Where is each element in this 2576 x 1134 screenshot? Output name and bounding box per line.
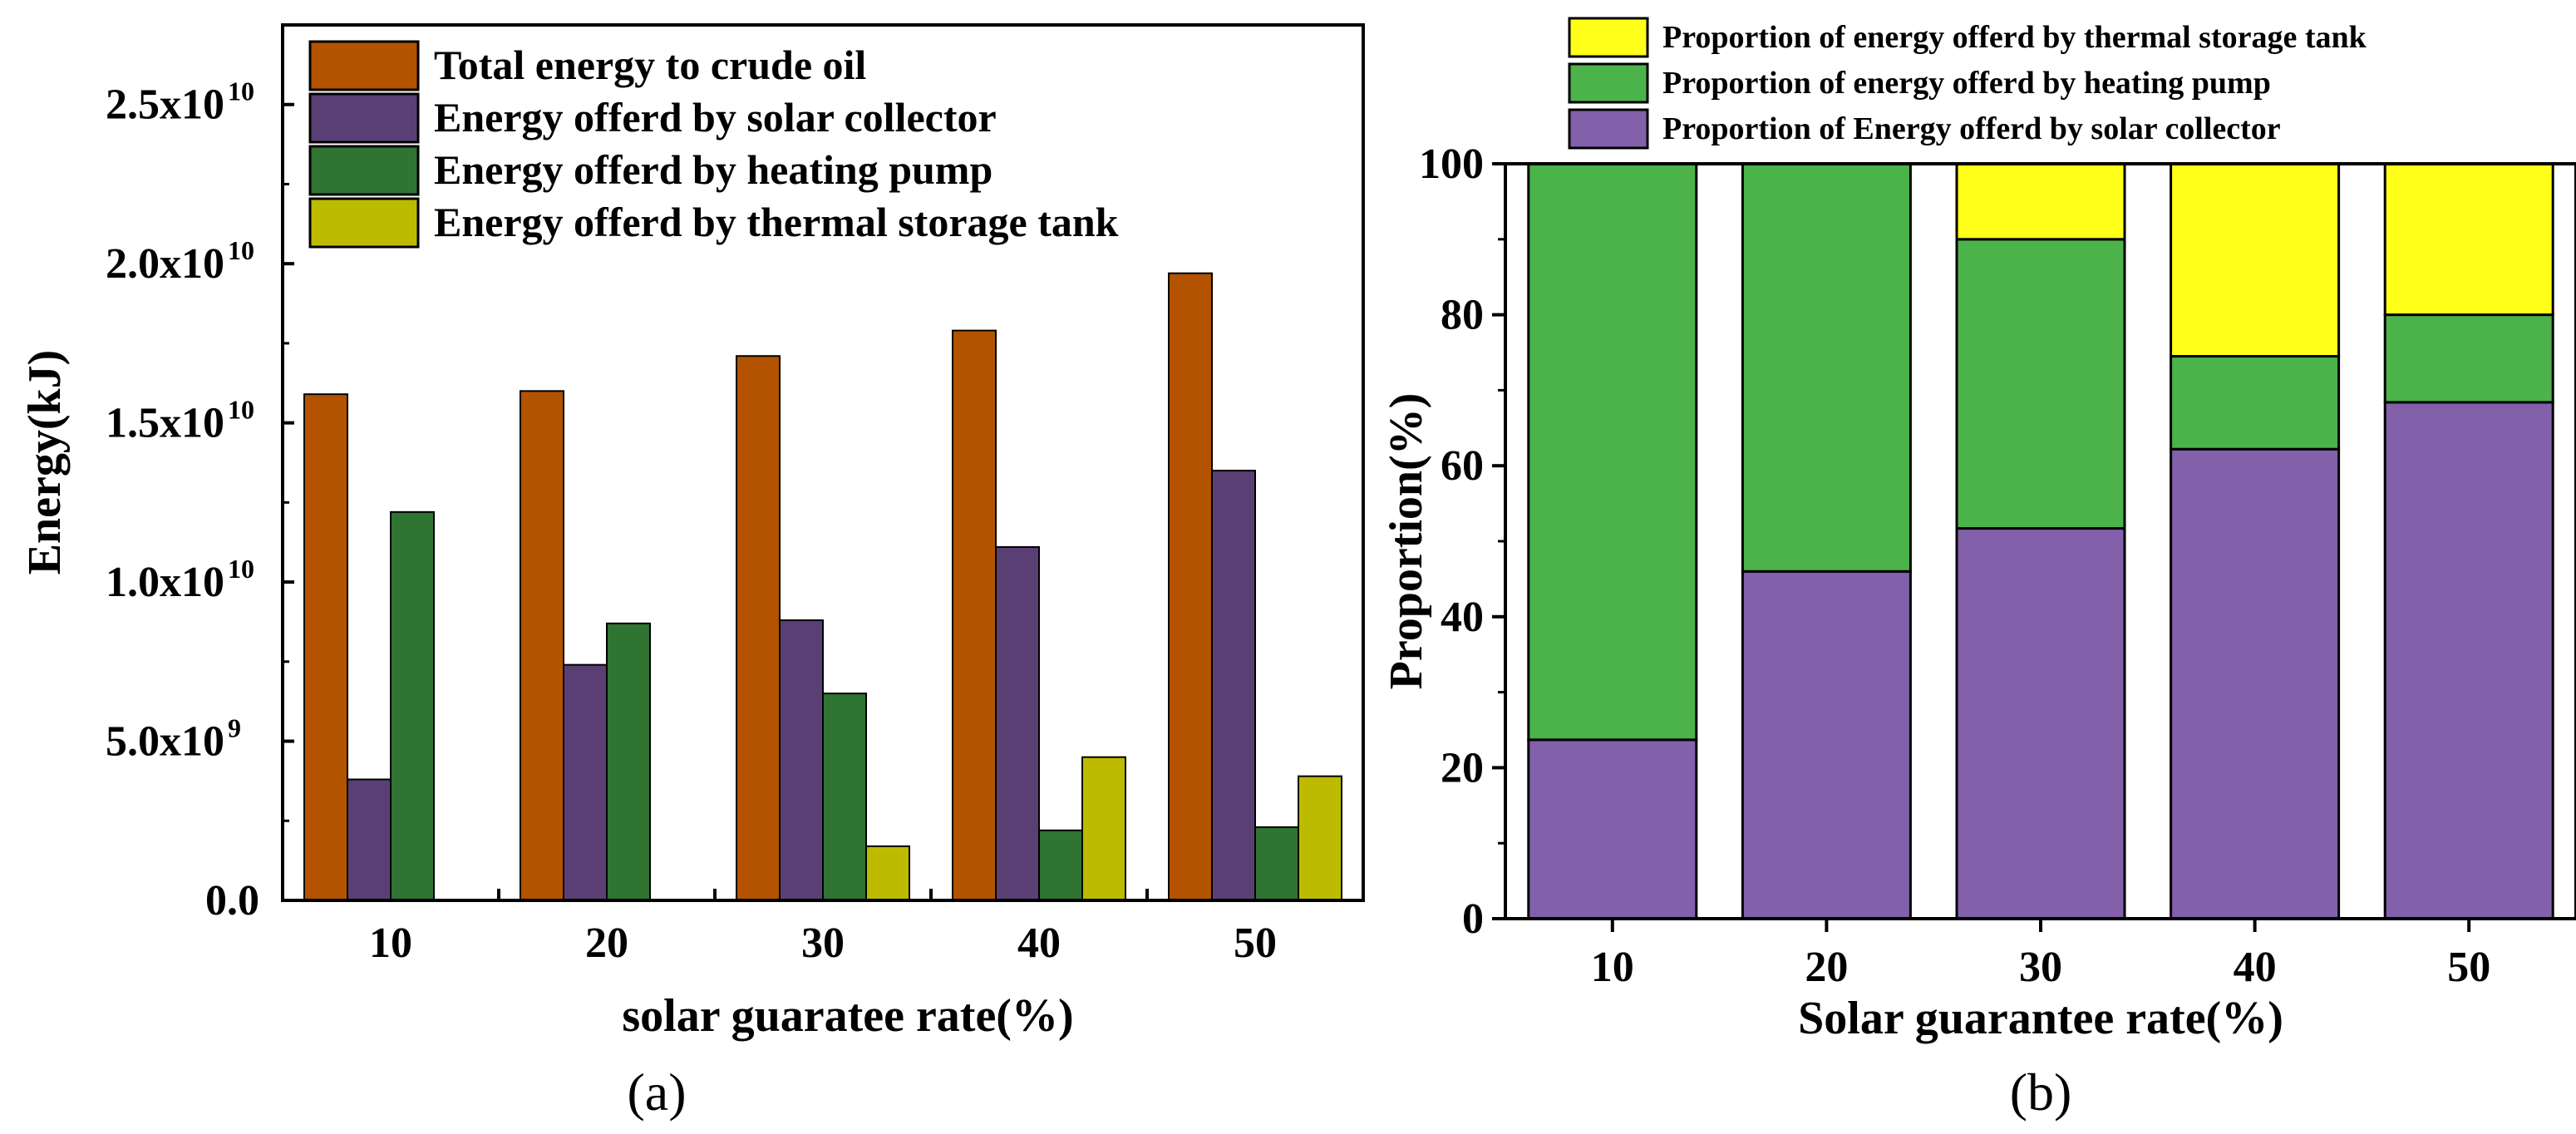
y-tick-label: 2.0x10 xyxy=(106,240,224,288)
y-tick-label-80: 80 xyxy=(1441,292,1484,339)
x-tick-label-20: 20 xyxy=(585,920,628,967)
bar-energy-offerd-by-heating-pump-10 xyxy=(390,510,435,901)
bar-energy-offerd-by-solar-collector-40 xyxy=(995,545,1040,901)
legend-label-energy-offerd-by-heating-pump: Energy offerd by heating pump xyxy=(434,146,992,193)
panel-b-y-axis-title: Proportion(%) xyxy=(1381,393,1432,690)
panel-a-bars xyxy=(303,272,1342,902)
bar-total-energy-to-crude-oil-30 xyxy=(736,355,781,901)
panel-b-x-ticks: 10 20 30 40 50 xyxy=(1591,919,2490,991)
bar-total-energy-to-crude-oil-20 xyxy=(520,390,564,901)
y-tick-label-60: 60 xyxy=(1441,442,1484,490)
y-tick-label-100: 100 xyxy=(1419,141,1484,188)
bar-energy-offerd-by-solar-collector-10 xyxy=(347,778,392,902)
x-tick-label-10: 10 xyxy=(369,920,412,967)
panel-b-proportion-chart: 0 20 40 60 80 100 10 20 30 40 50 Solar guarantee … xyxy=(1381,17,2576,1122)
stacked-bar-proportion-of-energy-offerd-by-heating-pump-50 xyxy=(2383,313,2554,404)
y-tick-label: 5.0x10 xyxy=(106,718,224,766)
legend-swatch-proportion-of-energy-offerd-by-thermal-storage-tank xyxy=(1568,17,1649,58)
legend-label-total-energy-to-crude-oil: Total energy to crude oil xyxy=(434,42,866,88)
x-tick-label-40: 40 xyxy=(1017,920,1061,967)
stacked-bar-proportion-of-energy-offerd-by-solar-collector-20 xyxy=(1741,569,1912,920)
y-tick-label: 0.0 xyxy=(205,877,259,924)
legend-label-proportion-of-energy-offerd-by-solar-collector: Proportion of Energy offerd by solar col… xyxy=(1662,111,2281,146)
bar-total-energy-to-crude-oil-50 xyxy=(1168,272,1213,902)
y-tick-label-0: 0 xyxy=(1462,895,1484,943)
stacked-bar-proportion-of-energy-offerd-by-heating-pump-10 xyxy=(1527,162,1698,742)
stacked-bar-proportion-of-energy-offerd-by-heating-pump-20 xyxy=(1741,162,1912,573)
panel-b-label: (b) xyxy=(2010,1063,2072,1122)
bar-energy-offerd-by-thermal-storage-tank-40 xyxy=(1081,756,1126,902)
y-tick-label: 1.0x10 xyxy=(106,559,224,606)
legend-label-proportion-of-energy-offerd-by-heating-pump: Proportion of energy offerd by heating p… xyxy=(1662,66,2271,101)
bar-energy-offerd-by-thermal-storage-tank-30 xyxy=(865,845,910,901)
stacked-bar-proportion-of-energy-offerd-by-thermal-storage-tank-30 xyxy=(1955,162,2126,241)
legend-swatch-total-energy-to-crude-oil xyxy=(308,40,420,91)
bar-energy-offerd-by-heating-pump-20 xyxy=(606,622,651,901)
legend-label-energy-offerd-by-thermal-storage-tank: Energy offerd by thermal storage tank xyxy=(434,199,1119,245)
panel-b-x-axis-title: Solar guarantee rate(%) xyxy=(1798,993,2283,1044)
x-tick-label-30: 30 xyxy=(2019,944,2062,991)
stacked-bar-proportion-of-energy-offerd-by-thermal-storage-tank-40 xyxy=(2170,162,2341,358)
bar-energy-offerd-by-thermal-storage-tank-50 xyxy=(1298,775,1342,902)
panel-b-y-ticks: 0 20 40 60 80 100 xyxy=(1419,141,1505,943)
y-tick-label: 1.5x10 xyxy=(106,400,224,447)
y-tick-exponent: 10 xyxy=(228,76,254,106)
panel-a-label: (a) xyxy=(627,1063,686,1122)
x-tick-label-50: 50 xyxy=(2447,944,2490,991)
panel-a-y-axis-title: Energy(kJ) xyxy=(19,350,71,575)
x-tick-label-10: 10 xyxy=(1591,944,1634,991)
y-tick-exponent: 10 xyxy=(228,235,254,265)
panel-a-legend: Total energy to crude oil Energy offerd b… xyxy=(308,40,1119,249)
stacked-bar-proportion-of-energy-offerd-by-heating-pump-40 xyxy=(2170,355,2341,451)
bar-energy-offerd-by-heating-pump-30 xyxy=(822,693,867,901)
legend-swatch-energy-offerd-by-heating-pump xyxy=(308,145,420,196)
panel-a-y-ticks: 0.05.0x10 91.0x10 101.5x10 102.0x10 102.5x10… xyxy=(106,23,294,924)
panel-a-x-axis-title: solar guaratee rate(%) xyxy=(622,990,1073,1042)
bar-energy-offerd-by-solar-collector-50 xyxy=(1211,470,1256,901)
panel-a-x-ticks: 10 20 30 40 50 xyxy=(369,889,1277,967)
legend-label-energy-offerd-by-solar-collector: Energy offerd by solar collector xyxy=(434,94,997,141)
stacked-bar-proportion-of-energy-offerd-by-solar-collector-30 xyxy=(1955,527,2126,920)
legend-swatch-energy-offerd-by-thermal-storage-tank xyxy=(308,197,420,249)
stacked-bar-proportion-of-energy-offerd-by-solar-collector-10 xyxy=(1527,738,1698,920)
stacked-bar-proportion-of-energy-offerd-by-solar-collector-50 xyxy=(2383,401,2554,920)
x-tick-label-30: 30 xyxy=(801,920,845,967)
panel-b-stacked-bars xyxy=(1527,162,2554,920)
stacked-bar-proportion-of-energy-offerd-by-thermal-storage-tank-50 xyxy=(2383,162,2554,317)
y-tick-exponent: 9 xyxy=(228,713,241,743)
x-tick-label-50: 50 xyxy=(1234,920,1277,967)
panel-b-legend: Proportion of energy offerd by thermal s… xyxy=(1568,17,2367,150)
legend-swatch-proportion-of-energy-offerd-by-heating-pump xyxy=(1568,62,1649,104)
stacked-bar-proportion-of-energy-offerd-by-heating-pump-30 xyxy=(1955,238,2126,530)
x-tick-label-20: 20 xyxy=(1805,944,1848,991)
bar-energy-offerd-by-heating-pump-40 xyxy=(1038,829,1083,902)
legend-swatch-proportion-of-energy-offerd-by-solar-collector xyxy=(1568,108,1649,150)
legend-label-proportion-of-energy-offerd-by-thermal-storage-tank: Proportion of energy offerd by thermal s… xyxy=(1662,20,2367,55)
bar-total-energy-to-crude-oil-40 xyxy=(952,329,997,901)
panel-a-energy-chart: 0.05.0x10 91.0x10 101.5x10 102.0x10 102.5x10… xyxy=(19,23,1365,1122)
bar-total-energy-to-crude-oil-10 xyxy=(303,393,348,901)
x-tick-label-40: 40 xyxy=(2234,944,2277,991)
legend-swatch-energy-offerd-by-solar-collector xyxy=(308,92,420,144)
bar-energy-offerd-by-solar-collector-30 xyxy=(779,619,824,901)
y-tick-label-40: 40 xyxy=(1441,594,1484,641)
bar-energy-offerd-by-heating-pump-50 xyxy=(1254,826,1299,901)
y-tick-exponent: 10 xyxy=(228,395,254,425)
y-tick-label: 2.5x10 xyxy=(106,81,224,129)
stacked-bar-proportion-of-energy-offerd-by-solar-collector-40 xyxy=(2170,447,2341,920)
y-tick-label-20: 20 xyxy=(1441,744,1484,791)
y-tick-exponent: 10 xyxy=(228,554,254,584)
bar-energy-offerd-by-solar-collector-20 xyxy=(563,663,608,901)
